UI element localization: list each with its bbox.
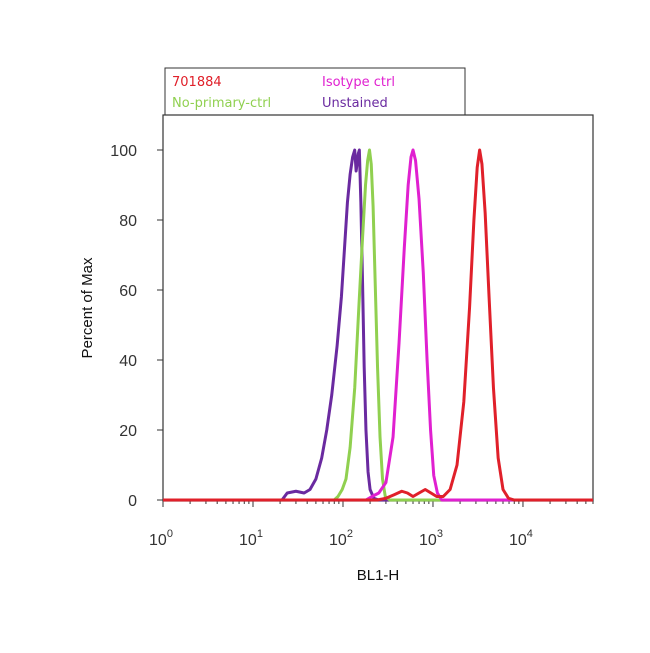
series-line-701884 [163, 148, 593, 502]
x-tick-label: 102 [329, 528, 353, 549]
y-tick-label: 80 [119, 213, 137, 230]
y-axis-title: Percent of Max [79, 257, 96, 358]
series-line-unstained [163, 148, 593, 502]
x-tick-exponent: 2 [347, 528, 353, 540]
legend-entry-701884: 701884 [172, 75, 222, 90]
y-tick-label: 100 [110, 143, 137, 160]
series-line-no-primary-ctrl [163, 148, 593, 502]
y-tick-label: 40 [119, 353, 137, 370]
series-line-isotype-ctrl [163, 148, 593, 502]
y-tick-label: 20 [119, 423, 137, 440]
y-tick-label: 0 [128, 493, 137, 510]
legend-entry-isotype-ctrl: Isotype ctrl [322, 75, 395, 90]
legend-entry-no-primary-ctrl: No-primary-ctrl [172, 96, 271, 111]
x-tick-exponent: 1 [257, 528, 263, 540]
y-axis-ticks: 0 20 40 60 80 100 [110, 143, 163, 510]
x-tick-base: 10 [509, 532, 527, 549]
x-tick-base: 10 [239, 532, 257, 549]
legend-frame [164, 67, 466, 116]
x-tick-label: 101 [239, 528, 263, 549]
x-tick-label: 100 [149, 528, 173, 549]
x-tick-base: 10 [149, 532, 167, 549]
y-tick-label: 60 [119, 283, 137, 300]
x-tick-label: 103 [419, 528, 443, 549]
x-tick-exponent: 4 [527, 528, 533, 540]
legend-entry-unstained: Unstained [322, 96, 388, 111]
legend-box: 701884 Isotype ctrl No-primary-ctrl Unst… [164, 67, 466, 116]
x-tick-exponent: 0 [167, 528, 173, 540]
x-tick-exponent: 3 [437, 528, 443, 540]
x-axis-ticks: 100 101 102 103 104 [149, 500, 594, 549]
x-axis-title: BL1-H [357, 567, 400, 584]
x-tick-base: 10 [329, 532, 347, 549]
plot-frame [162, 114, 594, 502]
x-tick-base: 10 [419, 532, 437, 549]
x-tick-label: 104 [509, 528, 533, 549]
series-layer [163, 148, 593, 502]
